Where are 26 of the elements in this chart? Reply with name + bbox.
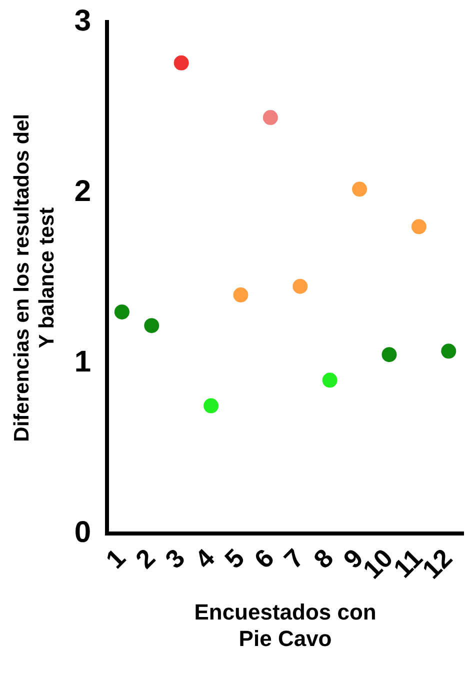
- x-tick-label: 8: [308, 542, 340, 574]
- y-tick-label: 2: [74, 174, 92, 208]
- point: [322, 372, 338, 388]
- x-tick-label: 2: [130, 542, 161, 574]
- x-axis-title: Encuestados con Pie Cavo: [194, 599, 376, 651]
- point: [292, 278, 308, 294]
- x-tick-label: 5: [218, 542, 250, 574]
- x-tick-label: 4: [188, 542, 221, 574]
- y-tick-label: 1: [74, 345, 92, 378]
- point: [114, 304, 130, 320]
- x-tick-label: 1: [100, 542, 132, 574]
- point: [262, 110, 278, 126]
- point: [144, 318, 160, 334]
- point: [411, 219, 426, 234]
- point: [233, 287, 248, 302]
- x-tick-label: 6: [248, 542, 280, 574]
- y-axis-title: Diferencias en los resultados del Y balance test: [10, 114, 59, 442]
- point: [352, 182, 368, 197]
- point: [174, 55, 189, 70]
- y-tick-label: 0: [74, 516, 92, 549]
- point: [382, 347, 397, 362]
- x-tick-label: 7: [278, 542, 310, 574]
- point: [441, 344, 456, 359]
- point: [204, 398, 219, 414]
- y-tick-label: 3: [74, 4, 92, 38]
- x-tick-label: 3: [159, 542, 191, 574]
